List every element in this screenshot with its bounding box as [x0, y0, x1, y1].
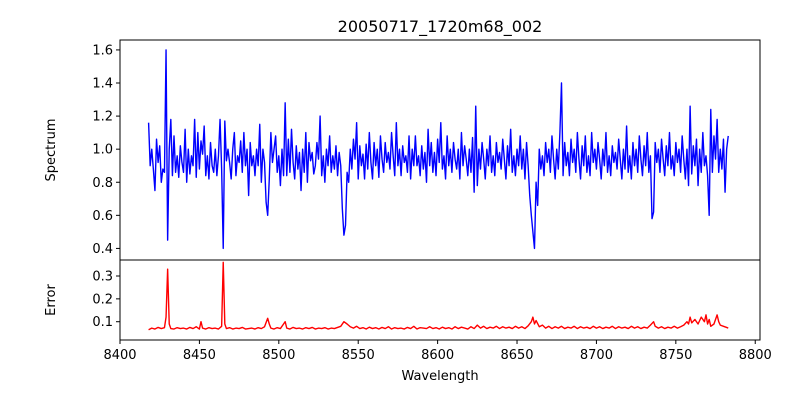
x-tick-label: 8600 [421, 348, 454, 363]
panel-2-frame [119, 259, 761, 341]
y-tick-label: 0.1 [92, 315, 113, 330]
x-axis: 8400 8450 8500 8550 8600 8650 8700 8750 8800 [103, 340, 772, 363]
chart-title: 20050717_1720m68_002 [338, 17, 543, 37]
y-tick-label: 0.3 [92, 270, 113, 285]
y-tick-label: 0.6 [92, 209, 113, 224]
x-tick-label: 8400 [103, 348, 136, 363]
y-tick-label: 1.0 [92, 143, 113, 158]
y-tick-label: 1.2 [92, 110, 113, 125]
panel-1-y-axis-label: Spectrum [44, 119, 59, 182]
x-tick-label: 8800 [739, 348, 772, 363]
panel-2: 0.1 0.2 0.3 Error [44, 259, 761, 341]
panel-1: 0.4 0.6 0.8 1.0 1.2 1.4 1.6 Spectrum [44, 39, 761, 261]
panels: 0.4 0.6 0.8 1.0 1.2 1.4 1.6 Spectrum 0.1 0.2 0.3 Er… [44, 39, 772, 363]
x-tick-label: 8500 [262, 348, 295, 363]
x-tick-label: 8700 [580, 348, 613, 363]
x-tick-label: 8650 [500, 348, 533, 363]
y-tick-label: 0.2 [92, 292, 113, 307]
x-tick-label: 8750 [659, 348, 692, 363]
x-tick-label: 8450 [183, 348, 216, 363]
y-tick-label: 0.4 [92, 242, 113, 257]
panel-1-series-line [147, 49, 729, 250]
y-tick-label: 1.6 [92, 43, 113, 58]
panel-2-y-axis-label: Error [44, 284, 59, 316]
y-tick-label: 1.4 [92, 77, 113, 92]
panel-2-series-line [148, 261, 729, 331]
x-tick-label: 8550 [342, 348, 375, 363]
x-axis-label: Wavelength [401, 369, 478, 384]
y-tick-label: 0.8 [92, 176, 113, 191]
